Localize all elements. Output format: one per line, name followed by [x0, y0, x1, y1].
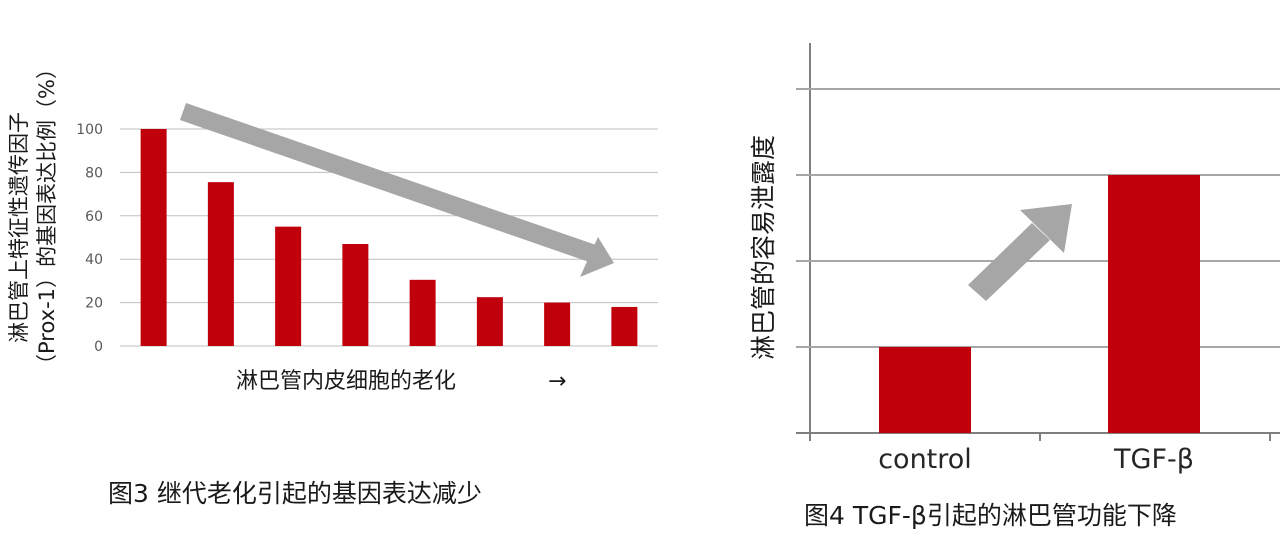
c2-category-label: TGF-β [1113, 444, 1194, 475]
c1-y-axis-label-line2: （Prox-1）的基因表达比例（%） [35, 58, 59, 375]
c1-x-axis-arrow: → [548, 369, 566, 394]
c1-y-axis-label-line1: 淋巴管上特征性遗传因子 [7, 112, 31, 343]
c1-bar [409, 279, 436, 346]
c2-category-labels: control TGF-β [878, 444, 1194, 475]
c1-y-tick-label: 60 [85, 209, 103, 225]
c1-x-axis-label: 淋巴管内皮细胞的老化 [236, 369, 456, 394]
c1-bar [207, 182, 234, 346]
chart-lymph-leakage: control TGF-β 淋巴管的容易泄露度 [749, 43, 1280, 475]
c1-gridlines [120, 128, 658, 347]
chart-gene-expression: 0 20 40 60 80 100 淋巴管上特征性遗传因子 （Prox-1）的基因表达比例… [7, 58, 658, 394]
c1-y-tick-label: 80 [85, 165, 103, 181]
c2-arrow-head [1020, 204, 1072, 253]
c2-y-axis-label: 淋巴管的容易泄露度 [749, 135, 778, 360]
c1-y-tick-label: 100 [76, 122, 103, 138]
figure3-caption: 图3 继代老化引起的基因表达减少 [108, 479, 482, 508]
c1-arrow-head [580, 237, 614, 277]
c1-bar [544, 302, 571, 346]
c1-bars [140, 129, 638, 346]
c1-y-tick-label: 40 [85, 252, 103, 268]
c2-bar [879, 347, 971, 433]
c1-bar [342, 244, 369, 346]
c1-bar [140, 129, 167, 346]
c2-trend-arrow [968, 204, 1072, 301]
c2-arrow-shaft [968, 223, 1050, 301]
c1-y-tick-label: 20 [85, 296, 103, 312]
c1-trend-arrow [180, 103, 614, 277]
c1-y-tick-label: 0 [94, 339, 103, 355]
c1-bar [476, 297, 503, 346]
figure4-caption: 图4 TGF-β引起的淋巴管功能下降 [804, 501, 1177, 530]
c2-category-label: control [878, 444, 972, 475]
c2-bar [1108, 175, 1200, 433]
c1-bar [611, 306, 638, 346]
c2-bars [879, 175, 1200, 433]
c1-arrow-shaft [180, 103, 596, 262]
c1-bar [275, 226, 302, 346]
c1-y-tick-labels: 0 20 40 60 80 100 [76, 122, 103, 355]
